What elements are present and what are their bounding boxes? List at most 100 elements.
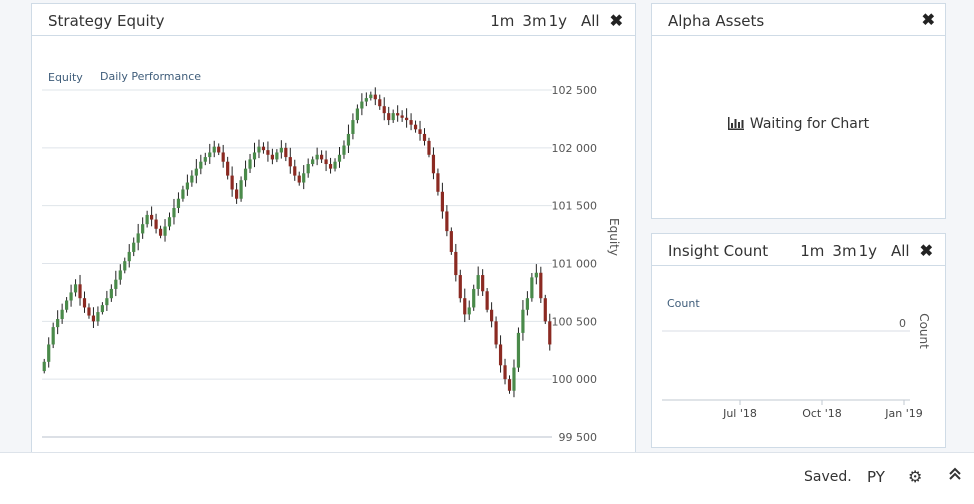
candle bbox=[239, 176, 243, 202]
candle bbox=[494, 316, 498, 349]
y-tick-label: 101 000 bbox=[552, 258, 598, 271]
candle bbox=[427, 137, 431, 158]
candle bbox=[342, 140, 346, 159]
candle bbox=[270, 148, 274, 165]
candle bbox=[163, 219, 167, 242]
candle bbox=[351, 113, 355, 140]
candle bbox=[158, 225, 163, 239]
candle bbox=[324, 150, 328, 172]
close-icon[interactable]: ✖ bbox=[921, 12, 935, 29]
candle bbox=[400, 110, 404, 122]
close-icon[interactable]: ✖ bbox=[609, 13, 623, 30]
candle bbox=[100, 302, 104, 315]
candle bbox=[405, 108, 409, 128]
candle bbox=[141, 217, 145, 239]
candle bbox=[472, 284, 476, 311]
candle bbox=[320, 150, 324, 164]
gear-icon[interactable]: ⚙ bbox=[908, 467, 923, 486]
candle bbox=[458, 269, 462, 303]
candle bbox=[463, 288, 467, 323]
candle bbox=[302, 165, 306, 190]
candle bbox=[521, 300, 525, 341]
candle bbox=[293, 159, 297, 181]
candle bbox=[212, 140, 216, 158]
candle bbox=[60, 303, 64, 324]
alpha-assets-header: Alpha Assets ✖ bbox=[652, 4, 945, 36]
candle bbox=[418, 120, 422, 141]
y-tick-label: 102 500 bbox=[552, 84, 598, 97]
strategy-equity-panel: Strategy Equity 1m 3m 1y All ✖ Equity Da… bbox=[31, 3, 636, 455]
range-buttons: 1m 3m 1y All ✖ bbox=[484, 11, 623, 31]
candle bbox=[431, 147, 436, 180]
double-chevron-up-icon[interactable] bbox=[948, 467, 962, 485]
candle bbox=[306, 158, 310, 178]
close-icon[interactable]: ✖ bbox=[919, 243, 933, 260]
alpha-assets-panel: Alpha Assets ✖ Waiting for Chart bbox=[651, 3, 946, 219]
tab-equity[interactable]: Equity bbox=[48, 71, 83, 84]
range-1m-button[interactable]: 1m bbox=[490, 12, 515, 30]
candle bbox=[235, 182, 239, 204]
insight-chart: Count 0 Count Jul '18 Oct '18 Jan '19 bbox=[662, 297, 931, 420]
candle bbox=[512, 359, 516, 398]
candle bbox=[391, 109, 395, 123]
candle bbox=[543, 294, 547, 325]
candle bbox=[369, 91, 373, 101]
candle bbox=[449, 227, 453, 255]
candle bbox=[176, 192, 181, 214]
candle bbox=[123, 257, 127, 274]
range-1y-button[interactable]: 1y bbox=[858, 242, 877, 260]
candle bbox=[548, 313, 552, 351]
candle bbox=[476, 266, 480, 296]
candle bbox=[539, 266, 543, 304]
candle bbox=[248, 153, 252, 174]
candle bbox=[454, 243, 458, 282]
equity-chart: Equity Daily Performance 99 500 100 000 10… bbox=[42, 70, 621, 444]
candle bbox=[498, 335, 503, 373]
range-1m-button[interactable]: 1m bbox=[800, 242, 825, 260]
candle bbox=[69, 284, 73, 307]
candle bbox=[230, 166, 234, 197]
candle bbox=[217, 143, 221, 156]
candlestick-series bbox=[42, 87, 552, 398]
candle bbox=[530, 272, 534, 302]
candle bbox=[243, 160, 248, 187]
range-3m-button[interactable]: 3m bbox=[832, 242, 857, 260]
insight-count-header: Insight Count 1m 3m 1y All ✖ bbox=[652, 234, 945, 266]
bar-chart-icon bbox=[727, 117, 744, 130]
y-axis-label: Equity bbox=[607, 218, 621, 256]
candle bbox=[516, 327, 521, 372]
candle bbox=[333, 158, 337, 172]
candle bbox=[409, 113, 413, 131]
candle bbox=[91, 307, 96, 328]
y-gridlines bbox=[42, 89, 552, 438]
candle bbox=[226, 156, 230, 180]
candle bbox=[203, 152, 207, 166]
candle bbox=[346, 124, 351, 154]
y-tick-label: 101 500 bbox=[552, 200, 598, 213]
candle bbox=[109, 284, 113, 302]
candle bbox=[208, 143, 212, 164]
candle bbox=[73, 279, 78, 297]
panel-title: Insight Count bbox=[668, 242, 769, 260]
candle bbox=[328, 157, 333, 174]
language-selector[interactable]: PY bbox=[867, 468, 885, 486]
range-all-button[interactable]: All bbox=[580, 12, 600, 30]
y-tick-label: 99 500 bbox=[559, 431, 598, 444]
candle bbox=[78, 274, 82, 306]
series-label: Count bbox=[667, 297, 700, 310]
candle bbox=[485, 288, 489, 313]
candle bbox=[279, 140, 283, 159]
candle bbox=[503, 358, 507, 385]
tab-daily-performance[interactable]: Daily Performance bbox=[100, 70, 201, 83]
panel-title: Strategy Equity bbox=[48, 12, 165, 30]
range-1y-button[interactable]: 1y bbox=[548, 12, 567, 30]
y-tick-label: 102 000 bbox=[552, 142, 598, 155]
candle bbox=[132, 237, 136, 257]
range-all-button[interactable]: All bbox=[890, 242, 910, 260]
candle bbox=[42, 358, 46, 374]
candle bbox=[136, 223, 140, 251]
candle bbox=[172, 198, 176, 225]
candle bbox=[490, 302, 494, 328]
range-3m-button[interactable]: 3m bbox=[522, 12, 547, 30]
candle bbox=[315, 147, 319, 166]
